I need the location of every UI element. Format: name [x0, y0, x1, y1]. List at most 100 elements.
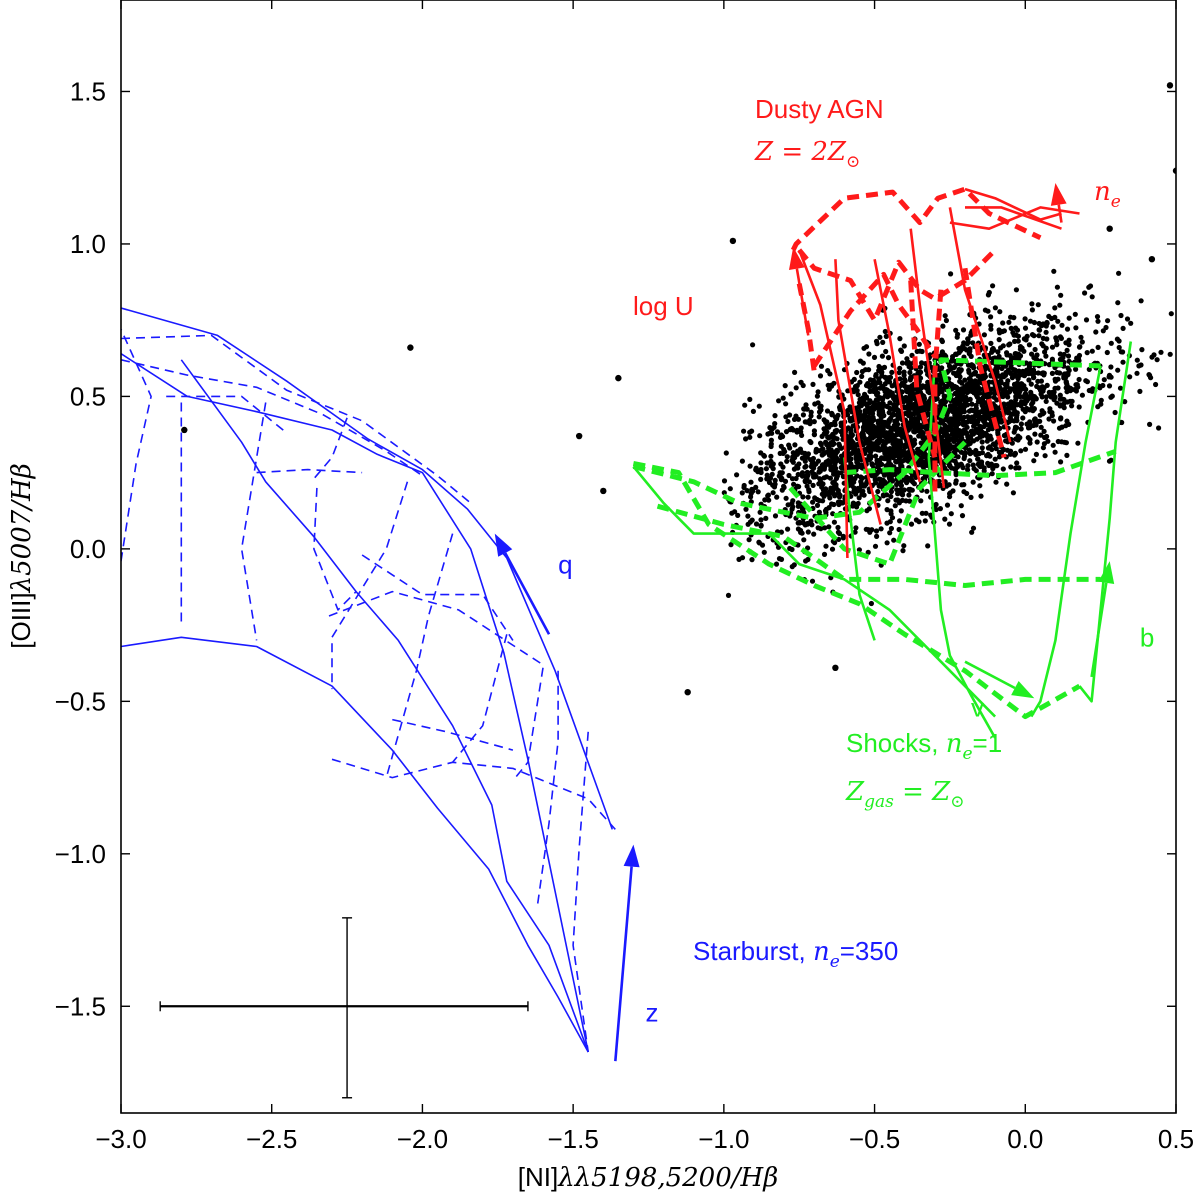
- scatter-point: [964, 490, 970, 497]
- scatter-point: [810, 499, 816, 505]
- scatter-point: [1134, 370, 1140, 376]
- scatter-point: [800, 520, 806, 526]
- scatter-point: [1007, 451, 1014, 457]
- scatter-point: [993, 479, 999, 485]
- scatter-point: [900, 434, 906, 440]
- scatter-point: [954, 462, 960, 468]
- scatter-point: [1042, 453, 1048, 459]
- scatter-point: [1095, 404, 1101, 410]
- scatter-point: [865, 437, 871, 443]
- scatter-point: [969, 401, 975, 407]
- scatter-point: [920, 451, 927, 457]
- scatter-point: [1045, 438, 1051, 444]
- scatter-point: [848, 442, 854, 448]
- scatter-point: [1011, 332, 1017, 338]
- scatter-point: [1128, 320, 1134, 326]
- scatter-point: [1004, 381, 1010, 387]
- scatter-point: [802, 479, 808, 485]
- scatter-point: [1049, 370, 1055, 376]
- scatter-point: [957, 397, 964, 404]
- scatter-point: [888, 493, 894, 500]
- scatter-point: [959, 380, 965, 386]
- scatter-point: [1079, 339, 1085, 345]
- scatter-point: [889, 383, 895, 389]
- scatter-point: [1089, 348, 1095, 354]
- scatter-point: [962, 450, 968, 456]
- scatter-point: [892, 452, 899, 459]
- scatter-point: [998, 345, 1004, 351]
- scatter-point: [1108, 340, 1114, 346]
- starburst-label: Starburst, ne=350: [693, 936, 898, 972]
- shocks-metallicity-label: Zgas = Z⊙: [845, 777, 964, 812]
- scatter-point: [790, 498, 796, 504]
- scatter-point: [950, 444, 956, 450]
- scatter-point: [1064, 326, 1071, 332]
- scatter-point: [828, 464, 834, 470]
- x-tick-label: −2.5: [246, 1124, 297, 1154]
- scatter-point: [895, 413, 901, 419]
- scatter-point: [817, 373, 824, 379]
- scatter-point: [879, 477, 885, 483]
- scatter-point: [812, 474, 818, 480]
- scatter-point: [1032, 431, 1038, 437]
- scatter-point: [1035, 370, 1041, 376]
- scatter-point: [1029, 301, 1035, 307]
- scatter-point: [1148, 255, 1156, 263]
- scatter-point: [827, 371, 833, 377]
- scatter-point: [1112, 409, 1118, 416]
- scatter-point: [1168, 311, 1174, 317]
- scatter-point: [884, 403, 890, 409]
- scatter-point: [1031, 394, 1038, 400]
- scatter-point: [948, 511, 954, 517]
- scatter-point: [1115, 300, 1121, 306]
- scatter-point: [1008, 325, 1014, 331]
- scatter-point: [1120, 359, 1126, 365]
- scatter-point: [1054, 338, 1060, 344]
- scatter-point: [1018, 448, 1024, 454]
- scatter-point: [966, 408, 973, 414]
- scatter-point: [950, 488, 956, 494]
- scatter-point: [955, 386, 961, 392]
- y-tick-label: 0.5: [70, 381, 106, 411]
- agn-dashed-line: [962, 267, 1007, 459]
- starburst-solid-line: [121, 353, 589, 1053]
- scatter-point: [772, 477, 778, 483]
- scatter-point: [1043, 329, 1049, 335]
- scatter-point: [1115, 367, 1121, 373]
- scatter-point: [575, 432, 583, 440]
- scatter-point: [741, 482, 747, 489]
- scatter-point: [889, 369, 895, 375]
- scatter-point: [1020, 394, 1026, 400]
- scatter-point: [755, 489, 761, 495]
- scatter-point: [1064, 383, 1071, 389]
- x-tick-label: −2.0: [397, 1124, 448, 1154]
- scatter-point: [998, 380, 1004, 386]
- scatter-point: [1050, 442, 1056, 448]
- scatter-point: [1030, 367, 1037, 373]
- scatter-point: [962, 402, 968, 409]
- scatter-point: [916, 387, 923, 393]
- scatter-point: [894, 432, 900, 438]
- scatter-point: [890, 441, 896, 447]
- scatter-point: [762, 497, 768, 503]
- scatter-point: [860, 360, 866, 366]
- scatter-point: [792, 442, 798, 448]
- scatter-point: [1076, 404, 1082, 410]
- scatter-point: [919, 408, 925, 414]
- x-tick-label: −1.0: [698, 1124, 749, 1154]
- scatter-point: [1022, 316, 1028, 322]
- scatter-point: [1057, 403, 1063, 409]
- starburst-dashed-line: [512, 667, 544, 782]
- scatter-point: [778, 461, 784, 467]
- scatter-point: [1031, 319, 1037, 326]
- scatter-point: [811, 419, 817, 425]
- scatter-point: [821, 551, 828, 558]
- starburst-dashed-line: [121, 359, 423, 477]
- scatter-point: [899, 360, 906, 366]
- scatter-point: [739, 490, 745, 496]
- scatter-point: [827, 475, 834, 481]
- scatter-point: [900, 399, 907, 405]
- scatter-point: [897, 336, 903, 342]
- scatter-point: [791, 562, 797, 568]
- scatter-point: [862, 391, 868, 397]
